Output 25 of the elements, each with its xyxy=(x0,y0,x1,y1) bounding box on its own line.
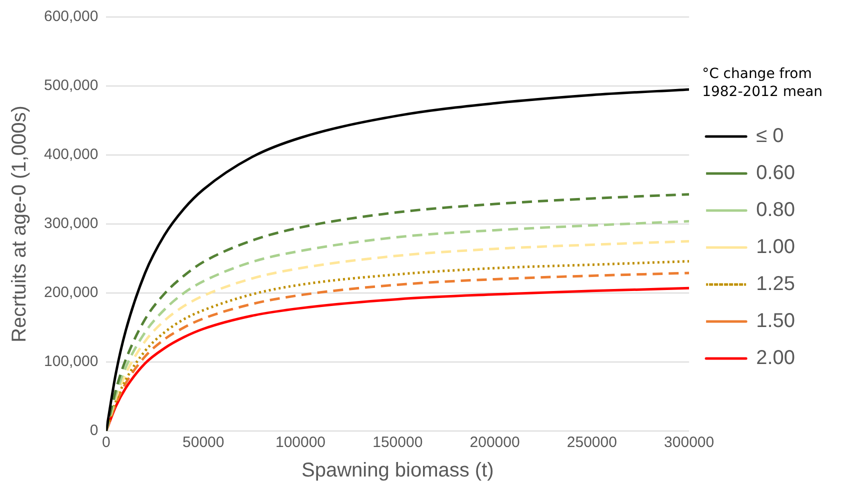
legend-label: 1.25 xyxy=(756,273,796,296)
legend-label: 1.50 xyxy=(756,310,796,332)
x-tick-label: 50000 xyxy=(182,434,224,452)
y-tick-label: 100,000 xyxy=(44,353,98,370)
y-tick-label: 400,000 xyxy=(44,146,98,164)
x-tick-label: 100000 xyxy=(275,434,326,452)
y-tick-label: 300,000 xyxy=(44,215,98,232)
legend-label: ≤ 0 xyxy=(756,125,784,148)
x-tick-label: 250000 xyxy=(566,434,617,452)
x-tick-label: 200000 xyxy=(470,434,520,452)
y-tick-label: 600,000 xyxy=(44,8,98,26)
y-tick-label: 0 xyxy=(90,422,98,440)
legend-label: 0.60 xyxy=(756,162,796,184)
legend-label: 1.00 xyxy=(756,236,796,258)
legend-label: 2.00 xyxy=(756,347,796,370)
y-axis-title: Recrtuits at age-0 (1,000s) xyxy=(8,106,31,342)
y-tick-label: 500,000 xyxy=(44,77,98,94)
x-tick-label: 0 xyxy=(102,434,110,452)
line-series xyxy=(106,88,690,431)
y-tick-label: 200,000 xyxy=(44,284,98,302)
legend-title: °C change from 1982-2012 mean xyxy=(702,64,824,100)
x-tick-label: 300000 xyxy=(664,434,714,452)
legend-label: 0.80 xyxy=(756,199,796,222)
x-tick-label: 150000 xyxy=(372,434,423,452)
x-axis-title: Spawning biomass (t) xyxy=(301,460,494,482)
